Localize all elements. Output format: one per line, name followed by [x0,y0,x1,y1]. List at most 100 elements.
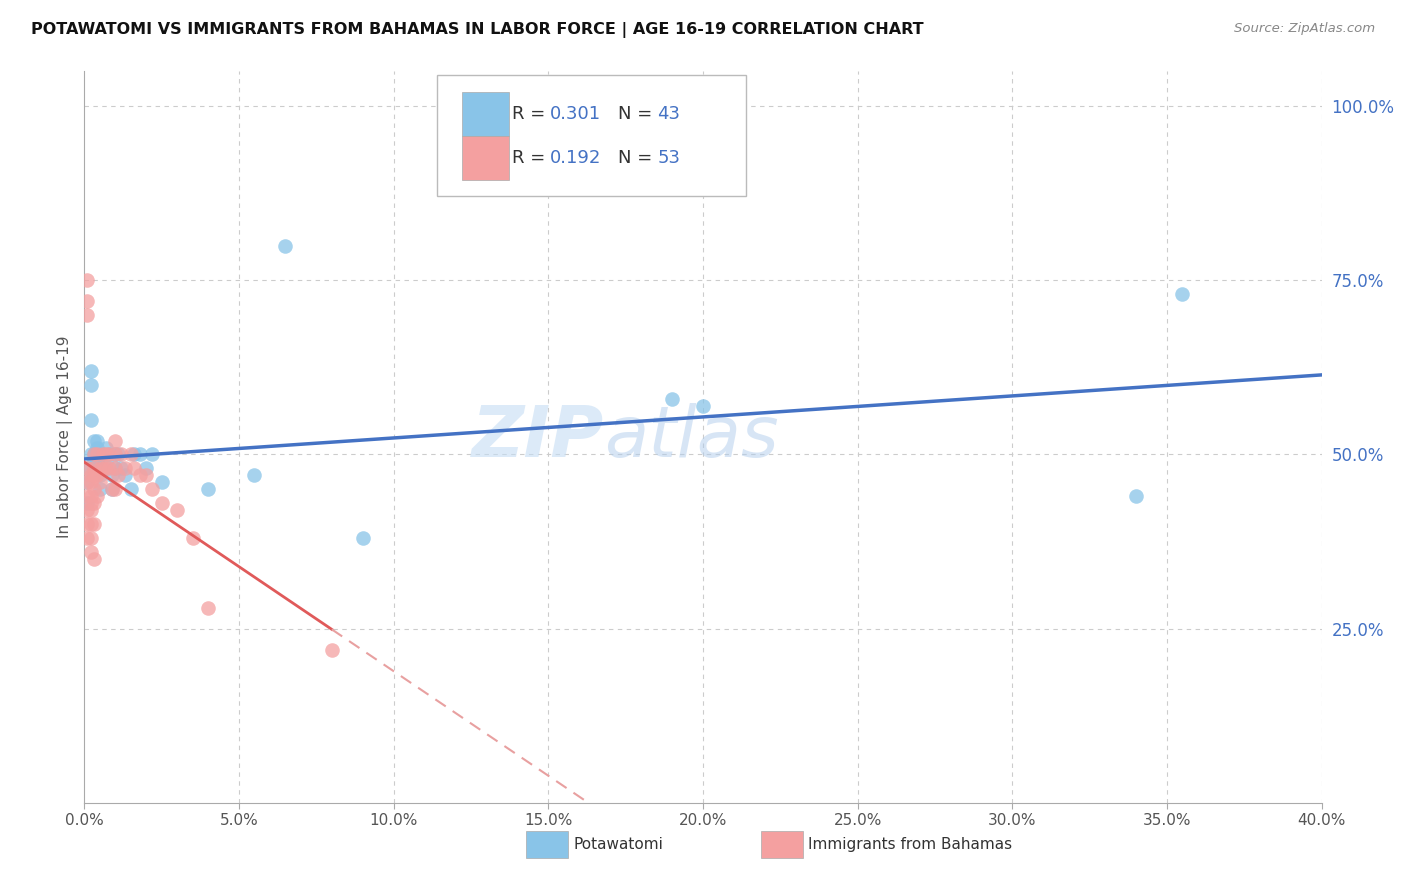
Point [122,461,145,475]
Point [79,531,101,545]
Point [129,468,152,483]
Point [98,448,121,462]
Point [76,489,98,503]
Point [104,448,127,462]
Point [83,448,105,462]
Point [76,503,98,517]
Point [197,483,219,497]
Point [91,448,114,462]
Point [1125,489,1147,503]
Point [76,517,98,532]
Point [79,364,101,378]
Y-axis label: In Labor Force | Age 16-19: In Labor Force | Age 16-19 [58,335,73,539]
Text: Immigrants from Bahamas: Immigrants from Bahamas [808,837,1012,852]
Point [79,412,101,426]
FancyBboxPatch shape [761,831,803,858]
Point [104,461,127,475]
Point [274,238,297,252]
Point [89,468,111,483]
Point [110,461,132,475]
Point [141,483,163,497]
Text: R =: R = [512,104,551,123]
Point [79,468,101,483]
Point [83,461,105,475]
Point [83,454,105,468]
Point [76,461,98,475]
Point [89,448,111,462]
Point [76,496,98,510]
Point [661,392,683,406]
Point [114,468,136,483]
Text: ZIP: ZIP [472,402,605,472]
Text: R =: R = [512,149,551,167]
Point [129,448,152,462]
Point [120,448,142,462]
Point [83,552,105,566]
Point [114,461,136,475]
Point [86,468,108,483]
Point [101,468,124,483]
Point [98,448,121,462]
Point [135,461,157,475]
Point [79,448,101,462]
Point [79,377,101,392]
Point [83,434,105,448]
Point [76,531,98,545]
Point [98,461,121,475]
Point [120,483,142,497]
Point [76,475,98,490]
Point [83,496,105,510]
Text: 0.192: 0.192 [550,149,600,167]
Point [76,308,98,322]
Point [76,475,98,490]
Point [86,441,108,455]
Point [101,483,124,497]
FancyBboxPatch shape [461,92,509,136]
Point [104,434,127,448]
Text: 43: 43 [657,104,681,123]
Text: Potawatomi: Potawatomi [574,837,664,852]
FancyBboxPatch shape [437,75,747,195]
Text: 0.301: 0.301 [550,104,600,123]
Point [104,461,127,475]
Point [79,545,101,559]
Point [79,503,101,517]
Point [89,461,111,475]
Text: N =: N = [617,104,658,123]
Point [83,448,105,462]
Point [94,441,117,455]
Point [83,483,105,497]
Point [89,483,111,497]
Point [107,468,129,483]
Point [79,517,101,532]
Point [1171,287,1194,301]
FancyBboxPatch shape [461,136,509,179]
Point [141,448,163,462]
Point [110,448,132,462]
Point [122,448,145,462]
Point [321,642,343,657]
Point [94,454,117,468]
Point [243,468,266,483]
Point [135,468,157,483]
Point [83,468,105,483]
Point [91,461,114,475]
Text: POTAWATOMI VS IMMIGRANTS FROM BAHAMAS IN LABOR FORCE | AGE 16-19 CORRELATION CHA: POTAWATOMI VS IMMIGRANTS FROM BAHAMAS IN… [31,22,924,38]
Point [692,399,714,413]
Point [91,461,114,475]
Point [104,448,127,462]
Point [79,496,101,510]
Point [101,483,124,497]
Point [86,448,108,462]
Point [89,475,111,490]
Point [89,461,111,475]
Point [91,448,114,462]
Text: N =: N = [617,149,658,167]
Point [76,273,98,287]
Text: Source: ZipAtlas.com: Source: ZipAtlas.com [1234,22,1375,36]
Point [86,489,108,503]
Point [104,483,127,497]
Point [86,454,108,468]
Text: 53: 53 [657,149,681,167]
Point [76,461,98,475]
